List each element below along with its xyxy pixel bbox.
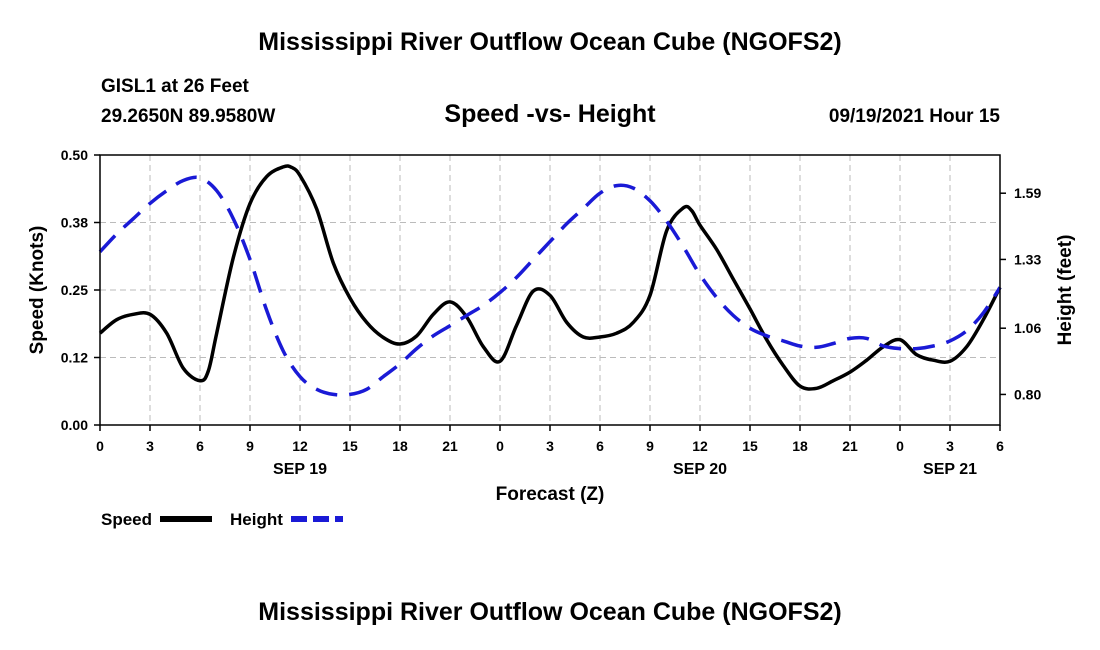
y-right-tick-label: 0.80 (1014, 386, 1041, 402)
x-tick-label: 0 (96, 438, 104, 454)
x-tick-label: 21 (442, 438, 458, 454)
legend-height-label: Height (230, 510, 283, 529)
chart-subtitle: Speed -vs- Height (444, 100, 656, 128)
chart-title: Mississippi River Outflow Ocean Cube (NG… (258, 28, 842, 56)
y-left-axis-title: Speed (Knots) (27, 226, 48, 355)
x-tick-label: 3 (546, 438, 554, 454)
y-left-tick-label: 0.25 (61, 282, 88, 298)
x-tick-label: 12 (692, 438, 708, 454)
y-left-tick-label: 0.12 (61, 350, 88, 366)
x-tick-label: 12 (292, 438, 308, 454)
y-right-tick-label: 1.06 (1014, 320, 1041, 336)
y-right-tick-label: 1.33 (1014, 251, 1041, 267)
x-tick-label: 9 (246, 438, 254, 454)
grid (100, 155, 1000, 425)
x-tick-label: 15 (342, 438, 358, 454)
x-tick-label: 3 (946, 438, 954, 454)
series-layer (98, 164, 1002, 397)
legend: Speed Height (101, 510, 343, 529)
y-left-tick-label: 0.00 (61, 417, 88, 433)
axes: 0 3 6 9 12 15 18 21 0 3 6 9 12 15 18 21 0 3 6 0.00 0.12 0.25 0… (27, 147, 1076, 505)
x-tick-label: 9 (646, 438, 654, 454)
x-tick-label: 15 (742, 438, 758, 454)
date-label: SEP 19 (273, 461, 327, 478)
x-tick-label: 0 (496, 438, 504, 454)
y-left-tick-label: 0.38 (61, 215, 88, 231)
x-tick-label: 6 (996, 438, 1004, 454)
height-series-line (98, 175, 1002, 397)
station-label: GISL1 at 26 Feet (101, 76, 249, 97)
date-label: SEP 20 (673, 461, 727, 478)
y-right-axis-title: Height (feet) (1055, 235, 1076, 346)
datetime-label: 09/19/2021 Hour 15 (828, 106, 1000, 127)
y-right-tick-label: 1.59 (1014, 185, 1041, 201)
x-tick-label: 6 (596, 438, 604, 454)
x-tick-label: 18 (792, 438, 808, 454)
y-left-tick-label: 0.50 (61, 147, 88, 163)
x-tick-label: 0 (896, 438, 904, 454)
x-axis-title: Forecast (Z) (496, 484, 605, 505)
x-tick-label: 6 (196, 438, 204, 454)
speed-series-line (98, 164, 1002, 391)
coordinates-label: 29.2650N 89.9580W (101, 106, 276, 127)
x-tick-label: 21 (842, 438, 858, 454)
x-tick-label: 3 (146, 438, 154, 454)
footer-title: Mississippi River Outflow Ocean Cube (NG… (258, 598, 842, 626)
x-tick-label: 18 (392, 438, 408, 454)
date-label: SEP 21 (923, 461, 977, 478)
legend-speed-label: Speed (101, 510, 152, 529)
